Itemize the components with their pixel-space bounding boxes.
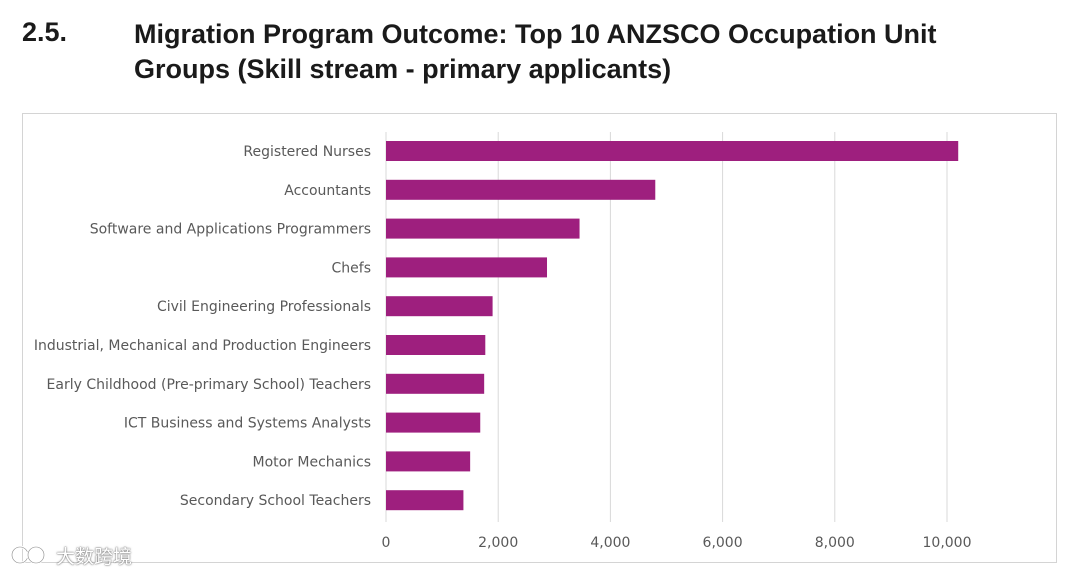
bar-chart: 0 2,000 4,000 6,000 8,000 10,000 Registered Nu…: [34, 132, 972, 551]
bar: [386, 373, 485, 394]
bar: [386, 257, 548, 278]
category-label: ICT Business and Systems Analysts: [124, 416, 371, 432]
header: 2.5. Migration Program Outcome: Top 10 A…: [0, 0, 1080, 100]
watermark-logo-icon: [10, 545, 46, 565]
x-tick-label: 2,000: [478, 535, 518, 551]
chart-frame: 0 2,000 4,000 6,000 8,000 10,000 Registered Nu…: [22, 113, 1057, 563]
x-tick-label: 8,000: [815, 535, 855, 551]
section-number: 2.5.: [22, 17, 68, 47]
category-label: Secondary School Teachers: [180, 493, 371, 509]
x-tick-label: 0: [382, 535, 391, 551]
category-label: Chefs: [332, 260, 371, 276]
bar: [386, 296, 493, 317]
x-tick-label: 10,000: [923, 535, 972, 551]
category-label: Early Childhood (Pre-primary School) Tea…: [47, 377, 371, 393]
watermark: 大数跨境: [10, 541, 132, 569]
x-tick-label: 4,000: [590, 535, 630, 551]
bar: [386, 335, 486, 355]
category-label: Industrial, Mechanical and Production En…: [34, 338, 371, 354]
bar: [386, 490, 464, 511]
bar: [386, 412, 481, 433]
category-label: Software and Applications Programmers: [90, 222, 371, 238]
bar: [386, 451, 471, 472]
page-title: Migration Program Outcome: Top 10 ANZSCO…: [134, 19, 937, 84]
bar: [386, 218, 580, 239]
bar: [386, 141, 959, 161]
category-label: Accountants: [284, 183, 371, 199]
x-tick-label: 6,000: [703, 535, 743, 551]
category-label: Motor Mechanics: [252, 454, 371, 470]
category-label: Civil Engineering Professionals: [157, 299, 371, 315]
bar: [386, 179, 656, 200]
category-label: Registered Nurses: [243, 144, 371, 160]
watermark-text: 大数跨境: [56, 545, 133, 568]
